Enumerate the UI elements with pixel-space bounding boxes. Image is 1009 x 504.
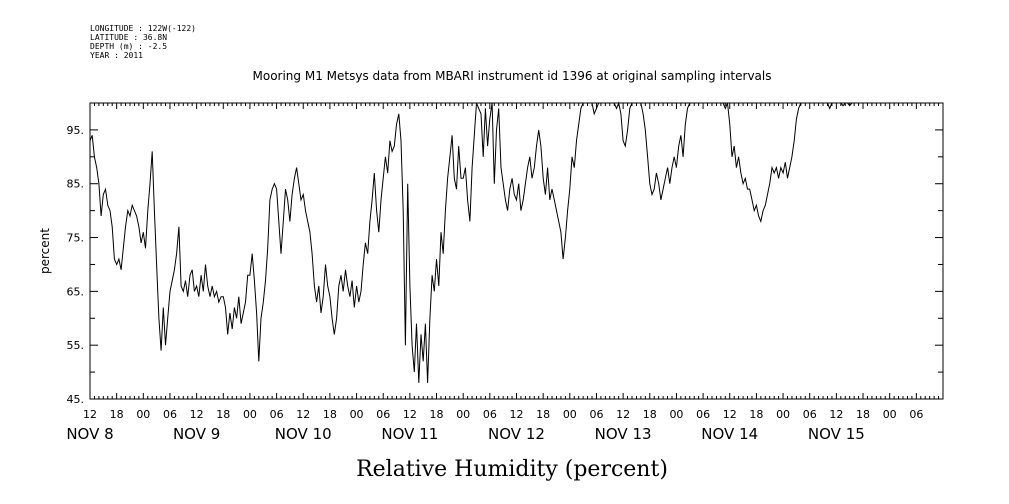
x-hour-label: 00: [456, 408, 470, 421]
x-hour-label: 18: [749, 408, 763, 421]
y-tick-label: 95.: [67, 124, 85, 137]
y-tick-label: 55.: [67, 339, 85, 352]
x-hour-label: 12: [83, 408, 97, 421]
x-hour-label: 06: [270, 408, 284, 421]
x-day-label: NOV 8: [66, 425, 113, 443]
x-hour-label: 18: [430, 408, 444, 421]
x-hour-label: 18: [110, 408, 124, 421]
x-hour-label: 00: [243, 408, 257, 421]
latitude-line: LATITUDE : 36.8N: [90, 33, 167, 42]
x-day-label: NOV 14: [701, 425, 758, 443]
y-axis: 45. 55. 65. 75. 85. 95.: [67, 102, 943, 406]
x-hour-label: 06: [376, 408, 390, 421]
x-hour-label: 12: [190, 408, 204, 421]
x-day-label: NOV 10: [275, 425, 332, 443]
x-day-label: NOV 13: [595, 425, 652, 443]
x-hour-label: 18: [856, 408, 870, 421]
y-tick-label: 45.: [67, 393, 85, 406]
x-hour-label: 06: [589, 408, 603, 421]
x-hour-label: 06: [803, 408, 817, 421]
x-day-label: NOV 9: [173, 425, 220, 443]
x-hour-label: 06: [483, 408, 497, 421]
x-hour-label: 18: [643, 408, 657, 421]
x-hour-label: 00: [776, 408, 790, 421]
x-hour-label: 12: [403, 408, 417, 421]
x-hour-label: 00: [669, 408, 683, 421]
y-tick-label: 65.: [67, 285, 85, 298]
x-hour-label: 06: [163, 408, 177, 421]
x-hour-label: 00: [136, 408, 150, 421]
year-line: YEAR : 2011: [90, 51, 143, 60]
x-day-label: NOV 12: [488, 425, 545, 443]
plot-frame: [89, 102, 944, 400]
depth-line: DEPTH (m) : -2.5: [90, 42, 167, 51]
x-hour-label: 06: [696, 408, 710, 421]
y-tick-label: 75.: [67, 232, 85, 245]
x-hour-label: 12: [296, 408, 310, 421]
x-hour-label: 12: [723, 408, 737, 421]
x-hour-label: 06: [909, 408, 923, 421]
humidity-series-line: [89, 101, 855, 383]
x-day-label: NOV 11: [381, 425, 438, 443]
y-axis-label: percent: [38, 228, 52, 274]
y-tick-label: 85.: [67, 178, 85, 191]
x-hour-label: 00: [883, 408, 897, 421]
x-hour-label: 12: [616, 408, 630, 421]
x-hour-label: 18: [536, 408, 550, 421]
longitude-line: LONGITUDE : 122W(-122): [90, 24, 196, 33]
chart-title: Mooring M1 Metsys data from MBARI instru…: [253, 69, 772, 83]
x-hour-label: 00: [563, 408, 577, 421]
x-hour-label: 12: [510, 408, 524, 421]
x-hour-label: 00: [350, 408, 364, 421]
x-hour-label: 18: [323, 408, 337, 421]
x-hour-label: 12: [829, 408, 843, 421]
x-day-label: NOV 15: [808, 425, 865, 443]
metadata-header: LONGITUDE : 122W(-122) LATITUDE : 36.8N …: [90, 24, 196, 60]
x-axis-label: Relative Humidity (percent): [356, 457, 668, 482]
x-hour-label: 18: [216, 408, 230, 421]
x-axis: 12 18 00 06 12 18 00 06 12 18 00 06 12 18 00 06 12 18 00 06…: [66, 103, 944, 443]
